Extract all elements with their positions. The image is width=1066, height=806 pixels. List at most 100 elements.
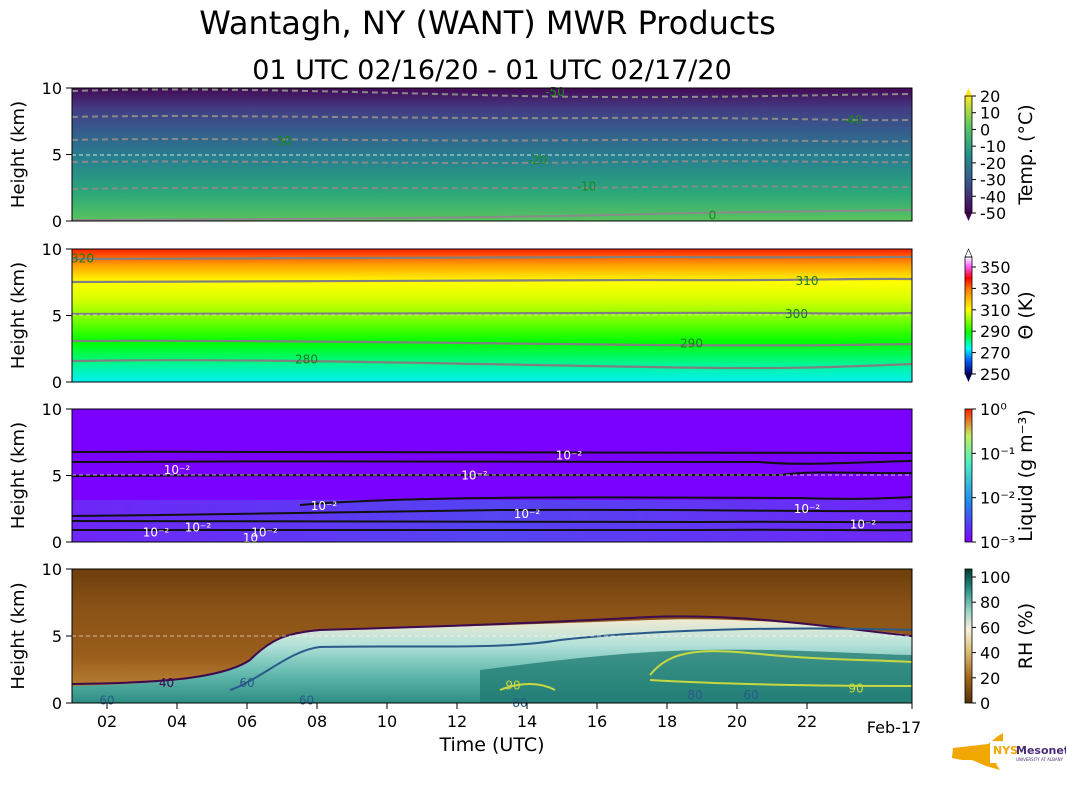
y-tick-label: 5 bbox=[52, 146, 62, 165]
page-title: Wantagh, NY (WANT) MWR Products bbox=[199, 4, 776, 42]
contour-label: 0 bbox=[709, 209, 717, 223]
liquid-contour-f bbox=[72, 519, 912, 524]
contour-label: 10⁻² bbox=[461, 469, 488, 483]
theta-contour-290 bbox=[72, 339, 912, 347]
rh-contour-90-left bbox=[499, 683, 556, 691]
colorbar-label: Liquid (g m⁻³) bbox=[1015, 409, 1037, 541]
theta-contour-280 bbox=[72, 359, 912, 370]
y-tick-label: 5 bbox=[52, 467, 62, 486]
colorbar-tick-label: 40 bbox=[980, 644, 1000, 663]
nys-mesonet-logo: NYS Mesonet UNIVERSITY AT ALBANY bbox=[952, 733, 1066, 770]
liquid-contour-g bbox=[72, 528, 912, 532]
contour-label: 60 bbox=[299, 693, 314, 707]
temp-contour-minus30 bbox=[72, 138, 912, 143]
y-tick-label: 10 bbox=[42, 79, 62, 98]
colorbar-tick-label: 350 bbox=[980, 258, 1011, 277]
contour-label: 90 bbox=[848, 681, 863, 695]
temp-contour-minus40 bbox=[72, 115, 912, 122]
contour-label: 10⁻² bbox=[251, 526, 278, 540]
contour-label: 10 bbox=[243, 531, 258, 545]
contour-label: 90 bbox=[505, 679, 520, 693]
contour-label: 320 bbox=[71, 251, 94, 265]
y-tick-label: 0 bbox=[52, 373, 62, 392]
liquid-contour-d bbox=[299, 496, 912, 506]
colorbar-tick-label: -50 bbox=[980, 204, 1006, 223]
colorbar-tick-label: -40 bbox=[980, 187, 1006, 206]
x-tick-label: 20 bbox=[727, 712, 747, 731]
liquid-colorbar bbox=[964, 408, 973, 543]
rh-contour-40 bbox=[72, 615, 912, 685]
y-tick-label: 0 bbox=[52, 533, 62, 552]
theta-contour-300 bbox=[72, 311, 912, 316]
x-tick-label: 08 bbox=[307, 712, 327, 731]
contour-label: 290 bbox=[680, 336, 703, 350]
colorbar-tick-label: 0 bbox=[980, 694, 990, 713]
y-axis-label: Height (km) bbox=[8, 422, 29, 529]
contour-label: 10⁻² bbox=[514, 507, 541, 521]
colorbar-tick-label: 290 bbox=[980, 322, 1011, 341]
liquid-contour-e bbox=[72, 508, 912, 517]
contour-label: 80 bbox=[687, 688, 702, 702]
colorbar-tick-label: 10⁻² bbox=[980, 489, 1015, 508]
contour-label: 60 bbox=[743, 688, 758, 702]
x-tick-label: 16 bbox=[587, 712, 607, 731]
y-tick-label: 0 bbox=[52, 694, 62, 713]
x-tick-label: 02 bbox=[97, 712, 117, 731]
x-axis-label: Time (UTC) bbox=[438, 734, 544, 756]
y-tick-label: 5 bbox=[52, 307, 62, 326]
colorbar-tick-label: 330 bbox=[980, 279, 1011, 298]
contour-label: -40 bbox=[843, 113, 863, 127]
colorbar-tick-label: 10⁻¹ bbox=[980, 444, 1015, 463]
temp-colorbar bbox=[964, 88, 973, 221]
x-tick-label: 06 bbox=[237, 712, 257, 731]
svg-text:NYS: NYS bbox=[993, 744, 1018, 757]
colorbar-tick-label: 20 bbox=[980, 87, 1000, 106]
liquid-panel: 10⁻²10⁻² 10⁻²10⁻²10⁻² 10⁻²10⁻²10⁻² 10⁻²1010… bbox=[71, 408, 913, 545]
contour-label: 10⁻² bbox=[556, 449, 583, 463]
colorbar-tick-label: 10⁻³ bbox=[980, 533, 1015, 552]
rh-wet-core bbox=[480, 649, 912, 703]
colorbar-tick-label: 10 bbox=[980, 104, 1000, 123]
theta-contour-310 bbox=[72, 277, 912, 284]
contour-label: 10⁻² bbox=[850, 518, 877, 532]
contour-label: 10⁻² bbox=[794, 502, 821, 516]
rh-colorbar bbox=[964, 568, 973, 704]
liquid-contour-c bbox=[72, 471, 912, 477]
colorbar-tick-label: -30 bbox=[980, 171, 1006, 190]
colorbar-label: Temp. (°C) bbox=[1015, 104, 1037, 205]
rh-contour-90-right bbox=[649, 650, 912, 687]
x-tick-label: 12 bbox=[447, 712, 467, 731]
y-tick-label: 0 bbox=[52, 212, 62, 231]
y-axis-label: Height (km) bbox=[8, 582, 29, 689]
contour-label: 60 bbox=[239, 676, 254, 690]
contour-label: -20 bbox=[528, 153, 548, 167]
contour-label: 10⁻² bbox=[311, 499, 338, 513]
contour-label: 280 bbox=[295, 352, 318, 366]
contour-label: 10⁻² bbox=[143, 526, 170, 540]
theta-contour-320 bbox=[72, 255, 912, 261]
colorbar-tick-label: -10 bbox=[980, 137, 1006, 156]
x-tick-label: 10 bbox=[377, 712, 397, 731]
x-end-date-label: Feb-17 bbox=[867, 718, 921, 737]
x-tick-label: 22 bbox=[797, 712, 817, 731]
rh-contour-60 bbox=[229, 627, 912, 691]
colorbar-tick-label: 0 bbox=[980, 120, 990, 139]
contour-label: 10⁻² bbox=[185, 520, 212, 534]
contour-label: 60 bbox=[99, 693, 114, 707]
y-tick-label: 10 bbox=[42, 560, 62, 579]
temp-contour-minus10 bbox=[72, 185, 912, 190]
colorbar-tick-label: 270 bbox=[980, 344, 1011, 363]
colorbar-tick-label: 20 bbox=[980, 669, 1000, 688]
colorbar-tick-label: 250 bbox=[980, 365, 1011, 384]
colorbar-tick-label: 10⁰ bbox=[980, 400, 1007, 419]
colorbar-label: RH (%) bbox=[1015, 603, 1037, 669]
temp-contour-minus50 bbox=[72, 88, 912, 99]
colorbar-tick-label: -20 bbox=[980, 154, 1006, 173]
colorbar-tick-label: 310 bbox=[980, 301, 1011, 320]
contour-label: 40 bbox=[159, 676, 174, 690]
temp-contour-0 bbox=[72, 209, 912, 221]
contour-label: -50 bbox=[545, 85, 565, 99]
liquid-contour-b bbox=[72, 460, 912, 465]
